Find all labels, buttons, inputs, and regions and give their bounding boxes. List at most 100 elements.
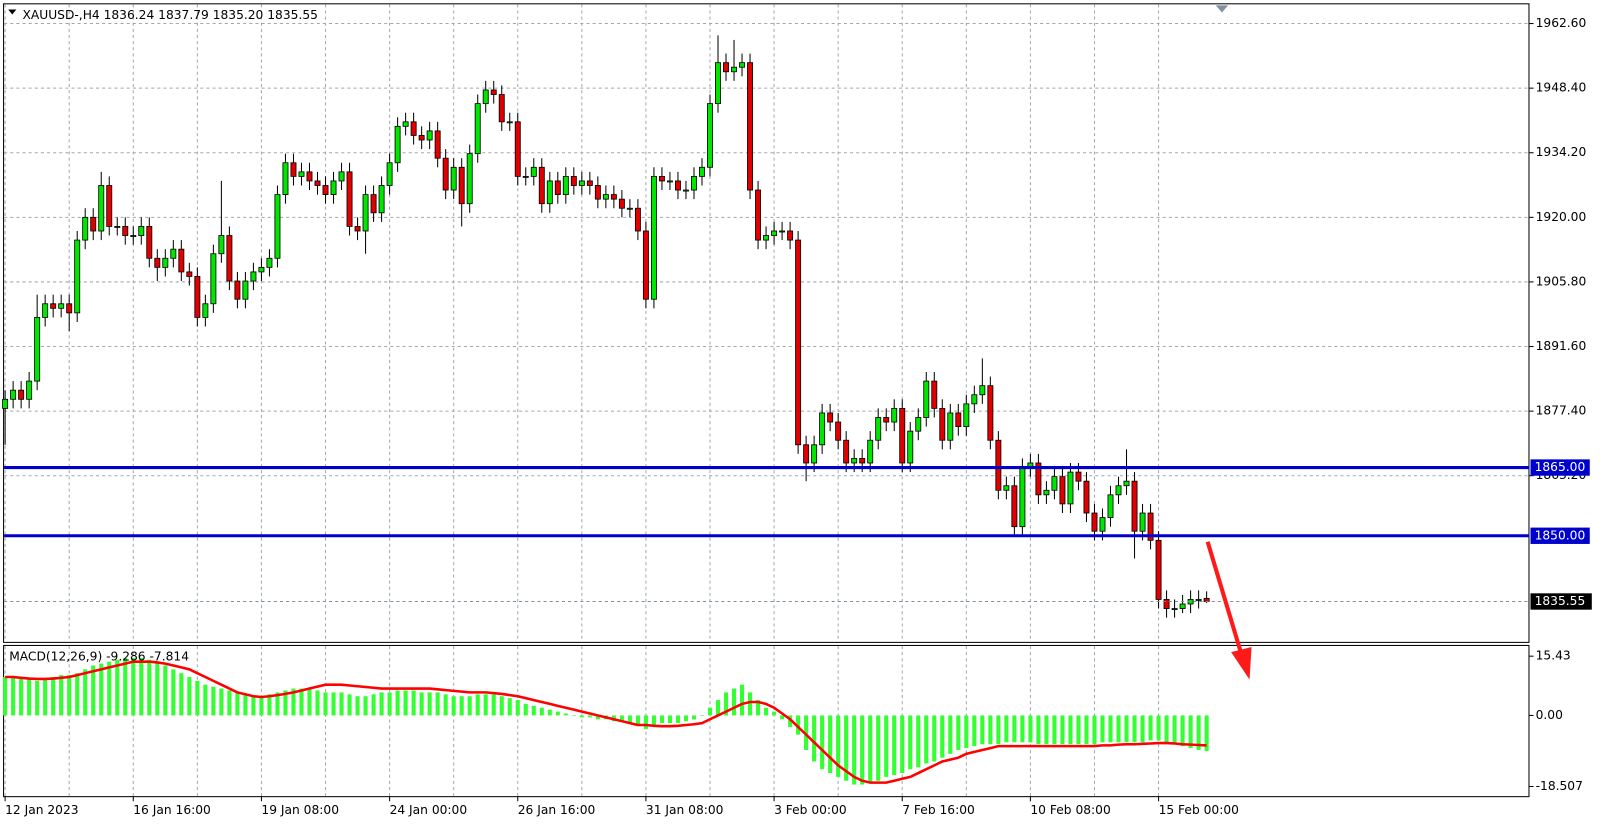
macd-bar (299, 688, 304, 716)
macd-bar (371, 694, 376, 716)
candle-body (626, 207, 633, 210)
candle-body (971, 394, 978, 405)
candle-body (434, 130, 441, 159)
candle-body (586, 180, 593, 186)
candle-body (691, 175, 697, 191)
macd-bar (844, 715, 849, 781)
candle-body (674, 180, 681, 191)
candle-body (106, 185, 113, 227)
macd-bar (1012, 715, 1017, 743)
candle-body (426, 130, 433, 141)
candle-body (266, 257, 273, 268)
macd-bar (275, 692, 280, 716)
y-tick-label: 1962.60 (1536, 16, 1587, 30)
x-tick-label: 3 Feb 00:00 (774, 803, 847, 817)
plot-layer: 1962.60 1948.40 1934.20 1920.00 1905.80 1891.… (2, 4, 1592, 817)
macd-bar (820, 715, 825, 770)
macd-bar (243, 694, 248, 716)
macd-bar (435, 692, 440, 716)
candle-body (482, 89, 489, 105)
candle-body (683, 189, 689, 192)
x-tick-label: 24 Jan 00:00 (390, 803, 468, 817)
macd-bar (323, 692, 328, 716)
candle-body (1067, 471, 1074, 505)
level-label: 1850.00 (1535, 528, 1586, 542)
candle-body (26, 380, 33, 400)
macd-bar (996, 715, 1001, 745)
candle-body (923, 380, 930, 418)
macd-bar (403, 690, 408, 716)
y-tick-label: -18.507 (1536, 779, 1583, 793)
macd-bar (587, 715, 592, 718)
macd-bar (35, 680, 40, 716)
candle-body (803, 444, 810, 464)
candle-body (146, 226, 153, 259)
candle-body (1195, 599, 1202, 601)
candle-body (1171, 608, 1178, 610)
macd-bar (595, 715, 600, 720)
candle-body (562, 175, 569, 196)
macd-bar (1052, 715, 1057, 745)
macd-bar (780, 715, 785, 720)
candle-body (787, 230, 794, 241)
candle-body (602, 194, 609, 200)
macd-bar (836, 715, 841, 777)
macd-bar (203, 684, 208, 716)
x-tick-label: 7 Feb 16:00 (902, 803, 975, 817)
macd-bar (467, 696, 472, 716)
price-pane (3, 3, 1530, 643)
macd-bar (579, 715, 584, 718)
candle-body (931, 380, 938, 409)
macd-bar (748, 692, 753, 716)
candle-body (811, 444, 818, 464)
macd-bar (547, 709, 552, 716)
candle-body (827, 412, 834, 423)
macd-bar (483, 694, 488, 716)
candle-body (186, 271, 193, 277)
candle-body (18, 389, 25, 400)
macd-bar (51, 677, 56, 716)
candle-body (490, 89, 497, 95)
last-price-label: 1835.55 (1535, 594, 1586, 608)
macd-pane (3, 644, 1530, 798)
level-label-box (1530, 527, 1590, 544)
candle-body (378, 185, 385, 214)
x-tick-label: 16 Jan 16:00 (133, 803, 211, 817)
macd-bar (1068, 715, 1073, 745)
macd-bar (211, 686, 216, 716)
candle-body (1163, 599, 1170, 609)
candle-body (650, 175, 657, 300)
candle-body (947, 412, 954, 441)
candle-body (570, 175, 577, 186)
candle-body (314, 180, 321, 186)
candle-body (707, 103, 713, 168)
macd-bar (635, 715, 640, 726)
macd-bar (75, 673, 80, 716)
macd-bar (764, 707, 769, 716)
macd-bar (739, 684, 745, 716)
macd-bar (123, 657, 128, 716)
macd-bar (731, 688, 737, 716)
level-label-box (1530, 459, 1590, 476)
candle-body (763, 235, 770, 241)
candle-body (618, 198, 625, 209)
x-tick-label: 12 Jan 2023 (5, 803, 78, 817)
candle-body (610, 194, 617, 200)
candle-body (98, 185, 105, 232)
macd-bar (932, 715, 937, 762)
y-tick-label: 0.00 (1536, 708, 1563, 722)
macd-bar (699, 715, 705, 716)
macd-bar (99, 663, 104, 716)
y-tick-label: 1920.00 (1536, 210, 1587, 224)
candle-body (210, 253, 217, 305)
y-tick-label: 15.43 (1536, 649, 1571, 663)
macd-bar (235, 692, 240, 716)
candle-body (66, 303, 73, 314)
macd-bar (980, 715, 985, 745)
candle-body (290, 162, 297, 177)
macd-bar (227, 690, 232, 716)
macd-bar (723, 692, 729, 716)
macd-title: MACD(12,26,9) -9.286 -7.814 (9, 650, 189, 664)
candle-body (1179, 603, 1186, 609)
